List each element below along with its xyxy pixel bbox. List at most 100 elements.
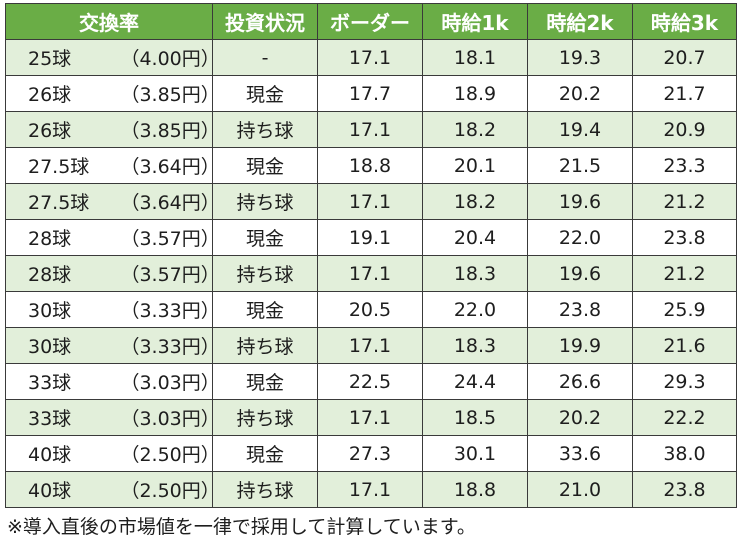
ball-count: 33球 — [28, 408, 72, 430]
cell-hourly-3k: 20.7 — [632, 39, 737, 76]
table-row: 25球 （4.00円） -17.1 18.1 19.3 20.7 — [5, 39, 737, 76]
table-row: 27.5球 （3.64円） 持ち球 17.1 18.2 19.6 21.2 — [5, 183, 737, 220]
cell-hourly-3k: 23.8 — [632, 471, 737, 508]
cell-investment-status: - — [212, 39, 318, 76]
cell-hourly-2k: 19.6 — [527, 183, 633, 220]
yen-rate: （3.33円） — [120, 300, 220, 322]
yen-rate: （3.57円） — [120, 264, 220, 286]
cell-hourly-2k: 22.0 — [527, 219, 633, 256]
cell-hourly-3k: 23.3 — [632, 147, 737, 184]
ball-count: 40球 — [28, 444, 72, 466]
cell-hourly-3k: 22.2 — [632, 399, 737, 436]
cell-investment-status: 現金 — [212, 435, 318, 472]
cell-investment-status: 持ち球 — [212, 111, 318, 148]
table-row: 30球 （3.33円） 持ち球 17.1 18.3 19.9 21.6 — [5, 327, 737, 364]
cell-hourly-1k: 18.3 — [422, 255, 528, 292]
cell-hourly-2k: 19.3 — [527, 39, 633, 76]
cell-border: 17.1 — [317, 327, 423, 364]
cell-hourly-2k: 33.6 — [527, 435, 633, 472]
table-row: 26球 （3.85円） 持ち球 17.1 18.2 19.4 20.9 — [5, 111, 737, 148]
cell-exchange-rate: 27.5球 （3.64円） — [5, 147, 220, 184]
yen-rate: （3.85円） — [120, 84, 220, 106]
table-row: 28球 （3.57円） 持ち球 17.1 18.3 19.6 21.2 — [5, 255, 737, 292]
cell-hourly-2k: 26.6 — [527, 363, 633, 400]
cell-border: 17.1 — [317, 399, 423, 436]
ball-count: 25球 — [28, 48, 72, 70]
table-body: 25球 （4.00円） -17.1 18.1 19.3 20.7 26球 （3.85円） 現金 1… — [5, 39, 737, 508]
yen-rate: （3.57円） — [120, 228, 220, 250]
cell-exchange-rate: 40球 （2.50円） — [5, 435, 220, 472]
cell-hourly-1k: 20.1 — [422, 147, 528, 184]
cell-hourly-3k: 25.9 — [632, 291, 737, 328]
header-row: 交換率 投資状況 ボーダー 時給1k 時給2k 時給3k — [5, 3, 737, 40]
yen-rate: （2.50円） — [120, 444, 220, 466]
cell-border: 17.1 — [317, 111, 423, 148]
cell-investment-status: 現金 — [212, 147, 318, 184]
ball-count: 28球 — [28, 228, 72, 250]
table-row: 26球 （3.85円） 現金 17.7 18.9 20.2 21.7 — [5, 75, 737, 112]
table-row: 40球 （2.50円） 持ち球 17.1 18.8 21.0 23.8 — [5, 471, 737, 508]
ball-count: 26球 — [28, 120, 72, 142]
cell-border: 17.1 — [317, 471, 423, 508]
table-row: 33球 （3.03円） 現金 22.5 24.4 26.6 29.3 — [5, 363, 737, 400]
cell-exchange-rate: 25球 （4.00円） — [5, 39, 220, 76]
cell-hourly-1k: 18.3 — [422, 327, 528, 364]
cell-hourly-3k: 21.2 — [632, 183, 737, 220]
cell-hourly-2k: 21.0 — [527, 471, 633, 508]
cell-exchange-rate: 40球 （2.50円） — [5, 471, 220, 508]
cell-exchange-rate: 33球 （3.03円） — [5, 363, 220, 400]
cell-border: 17.1 — [317, 183, 423, 220]
yen-rate: （3.64円） — [120, 192, 220, 214]
yen-rate: （3.33円） — [120, 336, 220, 358]
ball-count: 27.5球 — [28, 192, 90, 214]
cell-hourly-1k: 22.0 — [422, 291, 528, 328]
header-border: ボーダー — [317, 3, 423, 40]
ball-count: 27.5球 — [28, 156, 90, 178]
ball-count: 28球 — [28, 264, 72, 286]
cell-investment-status: 現金 — [212, 291, 318, 328]
cell-investment-status: 現金 — [212, 75, 318, 112]
cell-investment-status: 持ち球 — [212, 471, 318, 508]
cell-exchange-rate: 26球 （3.85円） — [5, 111, 220, 148]
cell-exchange-rate: 30球 （3.33円） — [5, 327, 220, 364]
cell-investment-status: 持ち球 — [212, 327, 318, 364]
cell-border: 19.1 — [317, 219, 423, 256]
cell-border: 17.7 — [317, 75, 423, 112]
cell-investment-status: 現金 — [212, 363, 318, 400]
cell-hourly-2k: 21.5 — [527, 147, 633, 184]
cell-hourly-1k: 30.1 — [422, 435, 528, 472]
cell-border: 22.5 — [317, 363, 423, 400]
cell-exchange-rate: 28球 （3.57円） — [5, 219, 220, 256]
ball-count: 40球 — [28, 480, 72, 502]
cell-hourly-2k: 23.8 — [527, 291, 633, 328]
yen-rate: （4.00円） — [120, 48, 220, 70]
cell-hourly-3k: 23.8 — [632, 219, 737, 256]
cell-exchange-rate: 33球 （3.03円） — [5, 399, 220, 436]
cell-border: 17.1 — [317, 39, 423, 76]
yen-rate: （3.85円） — [120, 120, 220, 142]
ball-count: 26球 — [28, 84, 72, 106]
cell-hourly-3k: 38.0 — [632, 435, 737, 472]
cell-border: 27.3 — [317, 435, 423, 472]
table-row: 33球 （3.03円） 持ち球 17.1 18.5 20.2 22.2 — [5, 399, 737, 436]
cell-hourly-1k: 18.2 — [422, 183, 528, 220]
cell-exchange-rate: 28球 （3.57円） — [5, 255, 220, 292]
cell-hourly-3k: 21.2 — [632, 255, 737, 292]
header-exchange-rate: 交換率 — [5, 3, 213, 40]
cell-exchange-rate: 26球 （3.85円） — [5, 75, 220, 112]
cell-investment-status: 持ち球 — [212, 183, 318, 220]
ball-count: 30球 — [28, 336, 72, 358]
cell-hourly-1k: 18.8 — [422, 471, 528, 508]
cell-hourly-1k: 18.9 — [422, 75, 528, 112]
ball-count: 30球 — [28, 300, 72, 322]
cell-border: 18.8 — [317, 147, 423, 184]
exchange-rate-table: 交換率 投資状況 ボーダー 時給1k 時給2k 時給3k 25球 （4.00円） -… — [5, 3, 737, 508]
header-hourly-2k: 時給2k — [527, 3, 633, 40]
cell-hourly-2k: 19.6 — [527, 255, 633, 292]
cell-border: 17.1 — [317, 255, 423, 292]
cell-hourly-1k: 20.4 — [422, 219, 528, 256]
cell-hourly-1k: 18.5 — [422, 399, 528, 436]
yen-rate: （3.03円） — [120, 408, 220, 430]
cell-exchange-rate: 30球 （3.33円） — [5, 291, 220, 328]
cell-border: 20.5 — [317, 291, 423, 328]
